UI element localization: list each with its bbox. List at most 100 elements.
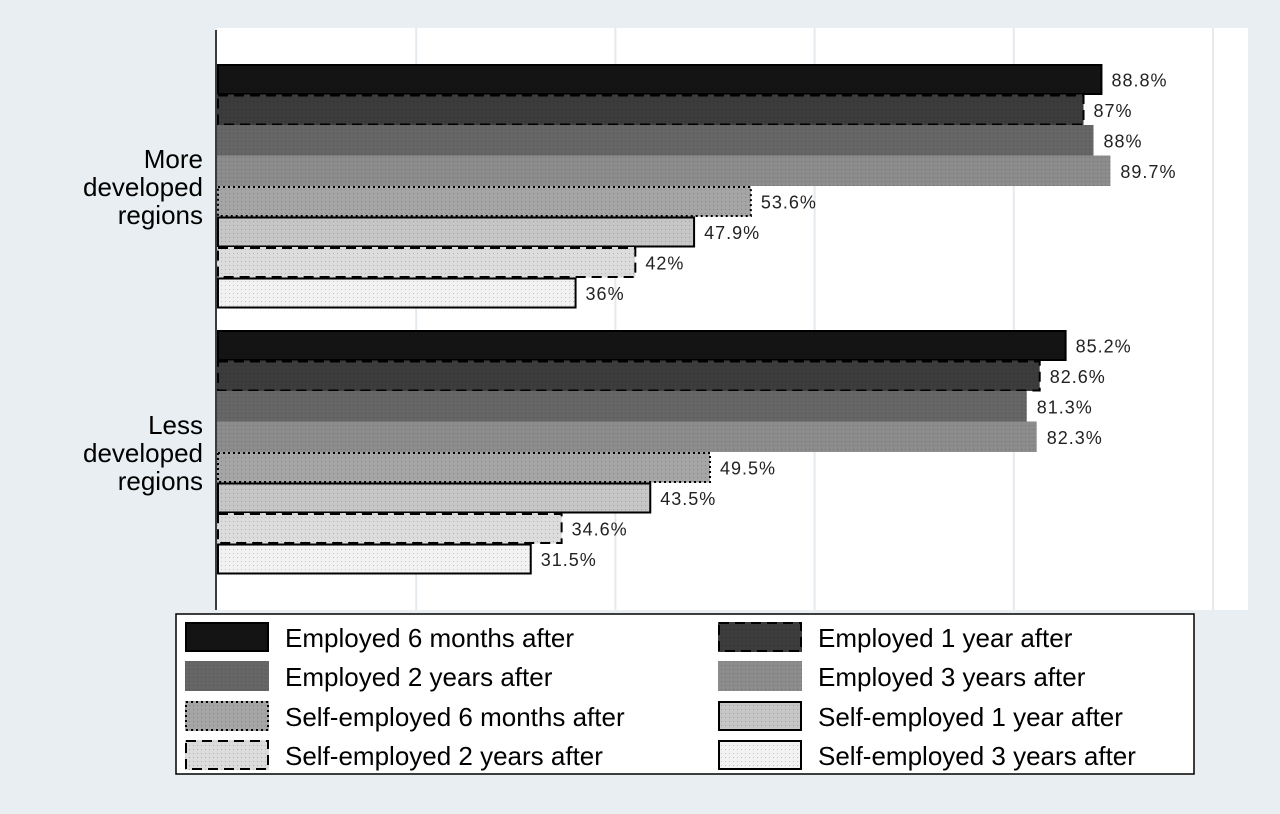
bar-value-label: 88% bbox=[1103, 131, 1142, 151]
legend-swatch-texture bbox=[185, 661, 269, 691]
legend-item: Self-employed 3 years after bbox=[718, 740, 1136, 771]
bar-texture bbox=[217, 186, 751, 217]
bar-outline bbox=[217, 482, 652, 514]
legend-item: Self-employed 6 months after bbox=[185, 701, 625, 732]
bar-value-label: 82.3% bbox=[1047, 428, 1103, 448]
legend-box bbox=[175, 613, 1195, 775]
legend-swatch-outline bbox=[185, 740, 269, 770]
legend-swatch-texture bbox=[185, 622, 269, 652]
legend-swatch-texture bbox=[718, 661, 802, 691]
legend-item: Employed 3 years after bbox=[718, 661, 1086, 692]
bar-texture bbox=[217, 482, 651, 513]
bar-texture bbox=[217, 155, 1111, 186]
bar-value-label: 82.6% bbox=[1050, 367, 1106, 387]
bar-value-label: 89.7% bbox=[1120, 162, 1176, 182]
bar-texture bbox=[217, 421, 1037, 452]
bar-value-label: 31.5% bbox=[541, 550, 597, 570]
legend-label: Self-employed 3 years after bbox=[818, 741, 1136, 771]
legend-swatch-texture bbox=[185, 740, 269, 770]
bar-texture bbox=[217, 513, 562, 544]
bar-texture bbox=[217, 64, 1102, 95]
legend-swatch-texture bbox=[718, 701, 802, 731]
bar-texture bbox=[217, 125, 1094, 156]
legend-swatch-outline bbox=[185, 622, 269, 652]
bar-texture bbox=[217, 543, 531, 574]
bar-value-label: 49.5% bbox=[720, 458, 776, 478]
bar-texture bbox=[217, 216, 695, 247]
legend-swatch-texture bbox=[718, 622, 802, 652]
bar bbox=[217, 330, 1067, 361]
category-label-line: developed bbox=[83, 438, 203, 468]
legend-swatch-outline bbox=[185, 701, 269, 731]
bar bbox=[217, 64, 1103, 95]
bar-texture bbox=[217, 247, 636, 278]
bar-value-label: 42% bbox=[645, 253, 684, 273]
bar bbox=[217, 543, 532, 575]
legend-swatch-outline bbox=[718, 701, 802, 731]
bar-value-label: 81.3% bbox=[1037, 397, 1093, 417]
bar-outline bbox=[217, 543, 532, 575]
bar bbox=[217, 391, 1027, 422]
bar-texture bbox=[217, 94, 1084, 125]
bar-texture bbox=[217, 391, 1027, 422]
legend-item: Employed 2 years after bbox=[185, 661, 553, 692]
legend-swatch-texture bbox=[718, 740, 802, 770]
bar-outline bbox=[217, 64, 1103, 95]
bar bbox=[217, 94, 1085, 126]
bar bbox=[217, 216, 696, 248]
bar-outline bbox=[217, 452, 712, 483]
category-label-line: regions bbox=[118, 466, 203, 496]
bar bbox=[217, 247, 637, 278]
legend-label: Employed 3 years after bbox=[818, 662, 1086, 692]
bar-value-label: 85.2% bbox=[1076, 336, 1132, 356]
legend-item: Employed 6 months after bbox=[185, 622, 574, 653]
legend-label: Self-employed 6 months after bbox=[285, 702, 625, 732]
legend-item: Self-employed 1 year after bbox=[718, 701, 1123, 732]
bar bbox=[217, 155, 1111, 186]
bar-value-label: 34.6% bbox=[572, 519, 628, 539]
bar-outline bbox=[217, 360, 1041, 392]
legend-label: Employed 1 year after bbox=[818, 623, 1073, 653]
bar-outline bbox=[217, 247, 637, 278]
bar bbox=[217, 186, 752, 217]
legend-swatch-texture bbox=[185, 701, 269, 731]
bar-value-label: 36% bbox=[586, 284, 625, 304]
bar bbox=[217, 360, 1041, 392]
bar-value-label: 53.6% bbox=[761, 192, 817, 212]
bar-outline bbox=[217, 277, 577, 309]
bar-value-label: 88.8% bbox=[1111, 70, 1167, 90]
legend-item: Employed 1 year after bbox=[718, 622, 1073, 653]
bar-outline bbox=[217, 330, 1067, 361]
legend-swatch-outline bbox=[718, 622, 802, 652]
bar-value-label: 87% bbox=[1094, 101, 1133, 121]
legend-label: Employed 2 years after bbox=[285, 662, 553, 692]
bar-outline bbox=[217, 216, 696, 248]
bar bbox=[217, 421, 1037, 452]
bar-texture bbox=[217, 330, 1066, 361]
category-label-line: More bbox=[144, 144, 203, 174]
bar-outline bbox=[217, 94, 1085, 126]
bar bbox=[217, 125, 1094, 156]
legend-label: Self-employed 1 year after bbox=[818, 702, 1123, 732]
category-label-line: developed bbox=[83, 172, 203, 202]
legend-label: Self-employed 2 years after bbox=[285, 741, 603, 771]
legend: Employed 6 months after Employed 1 year a… bbox=[175, 613, 1195, 775]
bar bbox=[217, 452, 712, 483]
bar-value-label: 47.9% bbox=[704, 223, 760, 243]
legend-item: Self-employed 2 years after bbox=[185, 740, 603, 771]
bar-value-label: 43.5% bbox=[660, 489, 716, 509]
bar bbox=[217, 482, 652, 514]
bar-texture bbox=[217, 452, 711, 483]
bar-outline bbox=[217, 186, 752, 217]
legend-swatch-outline bbox=[718, 740, 802, 770]
category-label-line: Less bbox=[148, 410, 203, 440]
bar bbox=[217, 277, 577, 309]
bar bbox=[217, 513, 563, 544]
bar-texture bbox=[217, 277, 576, 308]
legend-label: Employed 6 months after bbox=[285, 623, 574, 653]
bar-outline bbox=[217, 513, 563, 544]
